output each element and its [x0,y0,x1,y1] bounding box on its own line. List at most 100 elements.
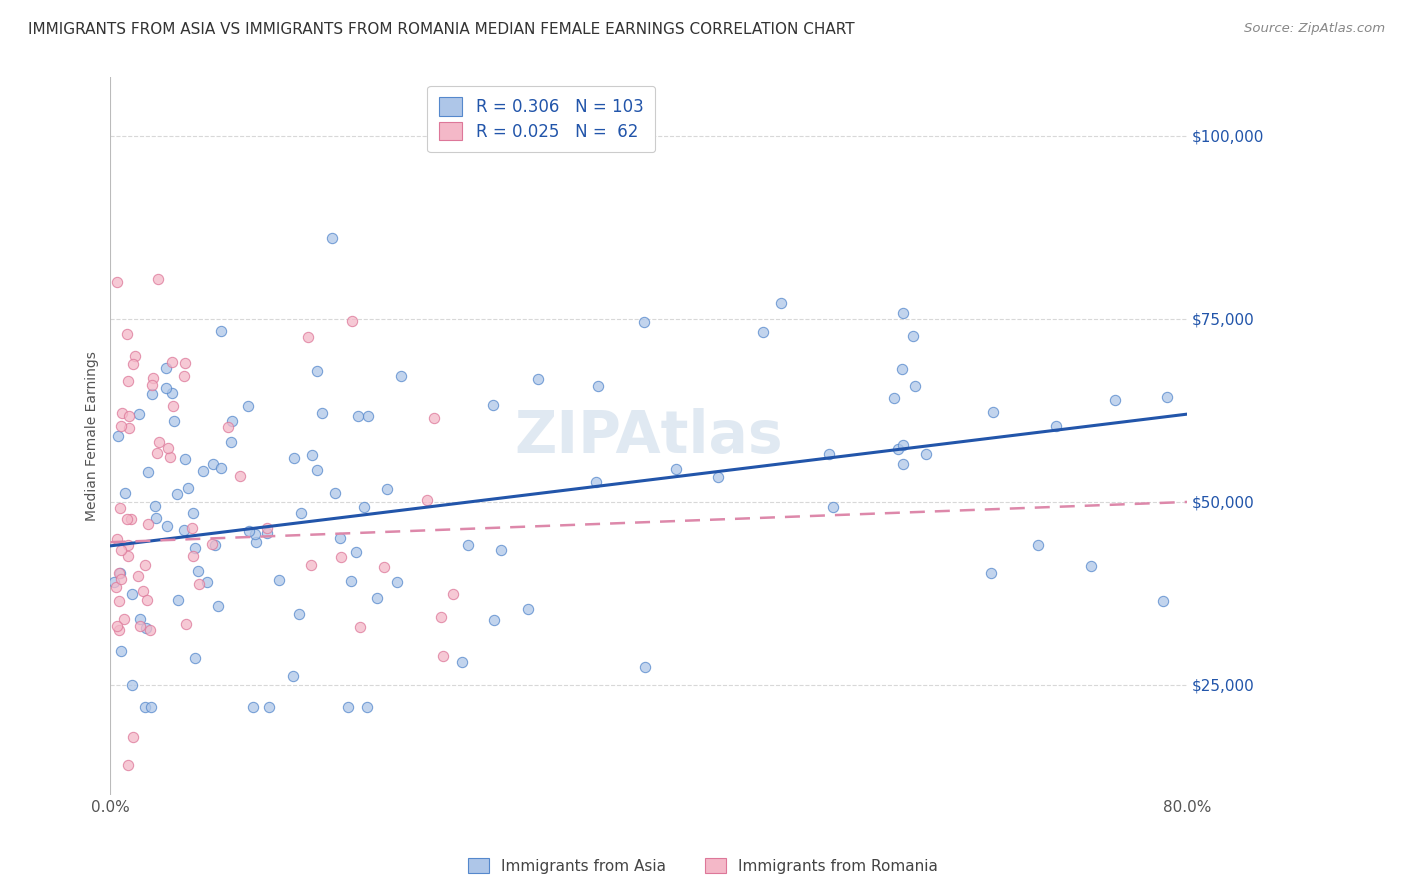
Point [132,583,155,598]
Point [329,531,352,545]
Text: ZIPAtlas: ZIPAtlas [515,408,783,465]
Point [177,481,200,495]
Y-axis label: Median Female Earnings: Median Female Earnings [86,351,100,521]
Point [1026,538,1049,552]
Point [585,475,607,489]
Point [256,526,278,541]
Point [297,330,319,344]
Point [134,558,156,573]
Point [340,314,363,328]
Point [118,421,141,435]
Point [145,511,167,525]
Point [527,372,550,386]
Point [117,758,139,772]
Point [904,379,927,393]
Text: Source: ZipAtlas.com: Source: ZipAtlas.com [1244,22,1385,36]
Point [1080,558,1102,573]
Point [114,486,136,500]
Point [356,699,378,714]
Point [156,519,179,533]
Point [245,535,267,549]
Point [821,500,844,515]
Point [122,731,145,745]
Point [124,349,146,363]
Point [707,470,730,484]
Point [330,549,353,564]
Point [219,435,242,450]
Point [1104,392,1126,407]
Point [349,620,371,634]
Point [110,419,132,434]
Point [128,407,150,421]
Point [108,594,131,608]
Point [110,406,132,420]
Point [187,577,209,591]
Point [148,434,170,449]
Point [141,386,163,401]
Point [1152,594,1174,608]
Point [517,602,540,616]
Point [373,559,395,574]
Point [139,699,162,714]
Point [173,368,195,383]
Point [346,409,368,423]
Point [108,623,131,637]
Point [117,549,139,563]
Point [207,599,229,614]
Point [450,656,472,670]
Point [121,587,143,601]
Point [209,324,232,338]
Point [166,486,188,500]
Point [290,506,312,520]
Point [136,465,159,479]
Point [301,449,323,463]
Point [110,572,132,586]
Point [321,231,343,245]
Point [174,616,197,631]
Point [228,468,250,483]
Point [138,623,160,637]
Point [665,462,688,476]
Point [183,506,205,520]
Point [634,659,657,673]
Point [174,451,197,466]
Point [339,574,361,588]
Point [242,699,264,714]
Point [110,542,132,557]
Point [146,446,169,460]
Point [238,399,260,413]
Point [108,566,131,580]
Point [142,371,165,385]
Point [134,699,156,714]
Point [162,399,184,413]
Point [115,326,138,341]
Point [441,587,464,601]
Point [157,441,180,455]
Point [136,593,159,607]
Point [980,566,1002,580]
Point [489,543,512,558]
Point [238,524,260,539]
Point [1156,390,1178,404]
Point [311,406,333,420]
Point [141,378,163,392]
Point [633,315,655,329]
Point [305,463,328,477]
Point [890,362,912,376]
Point [204,538,226,552]
Point [121,678,143,692]
Point [155,381,177,395]
Text: IMMIGRANTS FROM ASIA VS IMMIGRANTS FROM ROMANIA MEDIAN FEMALE EARNINGS CORRELATI: IMMIGRANTS FROM ASIA VS IMMIGRANTS FROM … [28,22,855,37]
Point [586,378,609,392]
Point [173,523,195,537]
Point [104,580,127,594]
Point [155,361,177,376]
Point [135,621,157,635]
Point [366,591,388,606]
Point [107,429,129,443]
Point [174,356,197,370]
Point [122,357,145,371]
Point [103,574,125,589]
Point [163,414,186,428]
Point [981,405,1004,419]
